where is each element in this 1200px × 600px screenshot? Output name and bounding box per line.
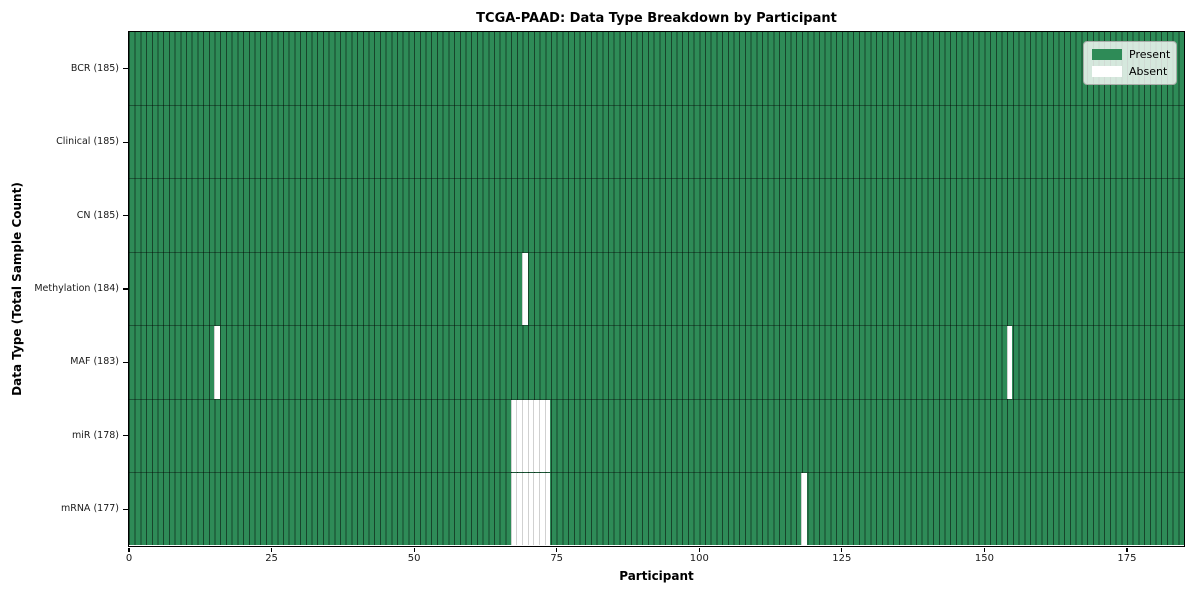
absent-cell — [539, 473, 545, 546]
x-tick-label: 0 — [125, 553, 133, 564]
y-tick-mark — [123, 435, 128, 437]
heatmap-row-clinical — [128, 104, 1184, 179]
x-tick-label: 25 — [265, 553, 278, 564]
heatmap-row-bcr — [128, 31, 1184, 105]
y-tick-mark — [123, 508, 128, 510]
heatmap-row-cn — [128, 178, 1184, 252]
y-tick-mark — [123, 214, 128, 217]
absent-cell — [516, 473, 522, 546]
x-tick-mark — [128, 547, 130, 552]
chart-title: TCGA-PAAD: Data Type Breakdown by Partic… — [476, 11, 837, 26]
absent-cell — [510, 473, 517, 546]
absent-cell — [533, 473, 540, 546]
legend-label-absent: Absent — [1129, 65, 1168, 78]
absent-cell — [1006, 326, 1013, 399]
y-tick-label: CN (185) — [76, 209, 119, 221]
heatmap-row-methylation — [128, 251, 1184, 326]
x-tick-mark — [1126, 547, 1128, 552]
heatmap-row-mrna — [128, 472, 1184, 546]
absent-cell — [533, 399, 540, 473]
absent-cell — [521, 473, 528, 546]
absent-cell — [510, 399, 517, 473]
absent-cell — [527, 399, 534, 473]
y-tick-label: mRNA (177) — [60, 503, 119, 515]
absent-cell — [521, 399, 528, 473]
absent-cell — [516, 399, 522, 473]
y-tick-label: MAF (183) — [70, 356, 119, 368]
x-tick-mark — [698, 547, 700, 552]
present-swatch-icon — [1092, 49, 1122, 60]
x-tick-label: 175 — [1117, 553, 1137, 564]
y-tick-label: BCR (185) — [70, 62, 119, 74]
x-tick-mark — [270, 547, 273, 552]
y-tick-mark — [123, 288, 128, 290]
legend-item-present: Present — [1092, 48, 1171, 61]
absent-cell — [544, 473, 551, 546]
y-tick-label: miR (178) — [71, 429, 119, 441]
legend: Present Absent — [1083, 41, 1177, 85]
absent-cell — [214, 326, 220, 399]
y-tick-label: Methylation (184) — [34, 283, 119, 294]
absent-cell — [527, 473, 534, 546]
x-tick-mark — [413, 547, 415, 552]
y-tick-label: Clinical (185) — [56, 136, 119, 148]
x-tick-mark — [841, 547, 843, 552]
heatmap-row-maf — [128, 325, 1184, 399]
legend-item-absent: Absent — [1092, 65, 1168, 78]
x-tick-label: 100 — [689, 553, 709, 564]
x-tick-mark — [983, 547, 985, 552]
y-tick-mark — [123, 141, 128, 143]
absent-cell — [801, 473, 808, 546]
x-tick-label: 125 — [832, 553, 852, 564]
absent-cell — [539, 399, 545, 473]
absent-swatch-icon — [1092, 66, 1122, 77]
x-tick-label: 75 — [550, 553, 564, 564]
heatmap-plot-area — [127, 30, 1185, 547]
y-tick-mark — [123, 361, 128, 364]
absent-cell — [544, 399, 551, 473]
heatmap-row-mir — [128, 398, 1184, 473]
x-tick-label: 50 — [407, 553, 421, 564]
legend-label-present: Present — [1129, 48, 1171, 61]
x-tick-label: 150 — [974, 553, 994, 564]
x-axis-label: Participant — [619, 569, 694, 583]
y-tick-mark — [123, 68, 128, 70]
absent-cell — [521, 252, 528, 326]
x-tick-mark — [556, 547, 558, 552]
